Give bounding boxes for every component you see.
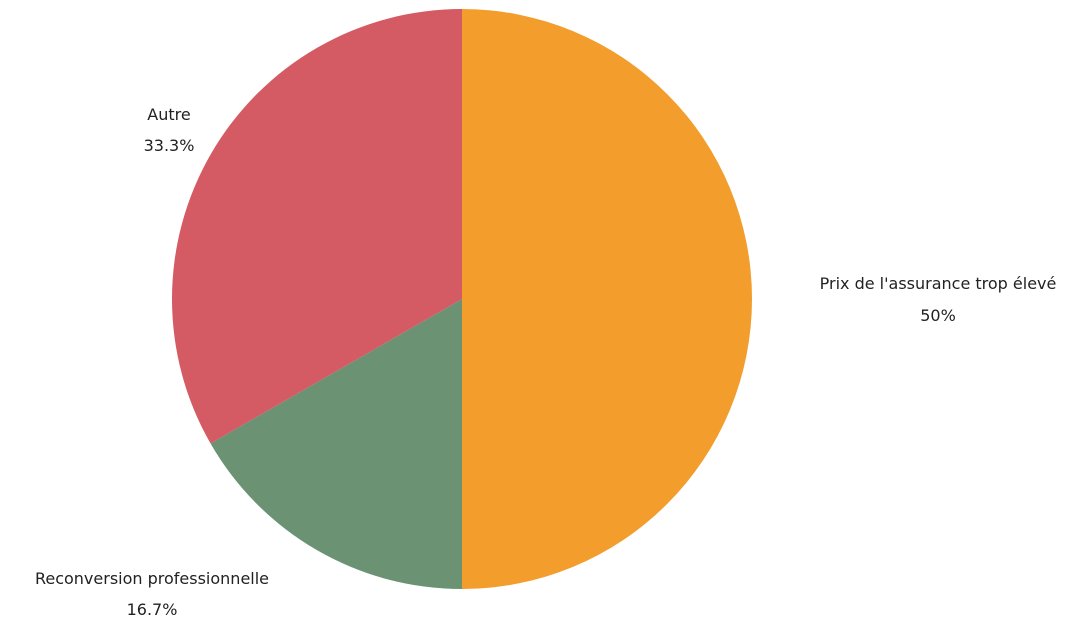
pie-labels: Prix de l'assurance trop élevé 50% Reconve… xyxy=(35,105,1056,619)
pie-slice[interactable] xyxy=(172,9,462,444)
slice-label: Prix de l'assurance trop élevé xyxy=(820,274,1057,293)
slice-label: Autre xyxy=(147,105,190,124)
pie-slice[interactable] xyxy=(210,299,462,589)
pie-slice[interactable] xyxy=(462,9,752,589)
slice-label: Reconversion professionnelle xyxy=(35,569,269,588)
slice-value-label: 33.3% xyxy=(144,136,195,155)
slice-value-label: 16.7% xyxy=(127,600,178,619)
slice-value-label: 50% xyxy=(920,306,956,325)
pie-slices xyxy=(172,9,752,589)
